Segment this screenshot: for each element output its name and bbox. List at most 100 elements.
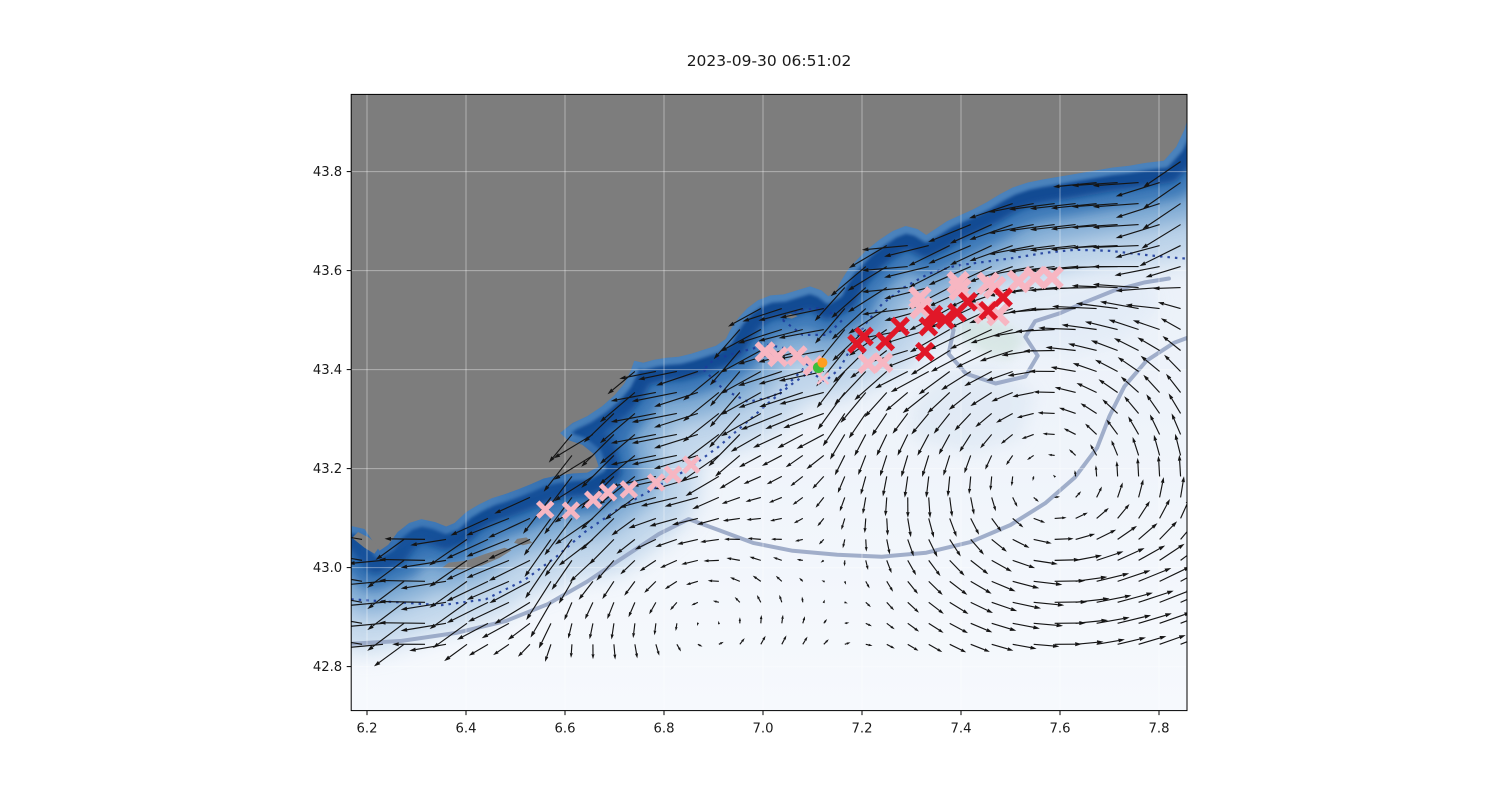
current-arrow-head xyxy=(1001,352,1009,357)
current-arrow xyxy=(378,643,405,664)
current-arrow-head xyxy=(746,517,752,521)
current-arrow-head xyxy=(620,569,626,575)
current-arrow-head xyxy=(1068,343,1075,348)
current-arrow-head xyxy=(1136,457,1140,464)
current-arrow xyxy=(746,412,783,428)
current-arrow-head xyxy=(758,317,766,321)
current-arrow-head xyxy=(964,381,971,387)
current-arrow-head xyxy=(968,488,972,495)
y-tick-label: 43.0 xyxy=(313,561,342,576)
marker-release-point-orange xyxy=(817,357,828,368)
current-arrow xyxy=(1078,285,1118,289)
current-arrow xyxy=(718,643,721,645)
current-arrow-head xyxy=(985,588,992,594)
current-arrow-head xyxy=(631,419,639,423)
current-arrow-head xyxy=(1092,204,1100,209)
current-arrow xyxy=(1100,362,1118,372)
current-arrow xyxy=(771,412,804,428)
current-arrow-head xyxy=(795,539,800,542)
current-arrow-head xyxy=(975,529,980,535)
current-arrow xyxy=(617,454,656,464)
current-arrow xyxy=(655,644,659,652)
current-arrow xyxy=(881,455,888,471)
current-arrow xyxy=(434,538,468,563)
current-arrow xyxy=(1021,412,1034,418)
current-arrow-head xyxy=(554,517,561,523)
current-arrow-head xyxy=(1115,234,1123,239)
current-arrow xyxy=(819,329,846,361)
current-arrow xyxy=(1096,639,1119,645)
current-arrow-head xyxy=(908,531,912,538)
contour-slate xyxy=(931,276,1171,386)
current-arrow-head xyxy=(1145,273,1153,278)
current-arrow-head xyxy=(997,526,1002,532)
current-arrow xyxy=(581,581,594,596)
current-arrow-head xyxy=(1100,575,1108,580)
current-arrow-head xyxy=(938,609,944,614)
current-arrow xyxy=(548,539,573,572)
current-arrow xyxy=(789,412,824,427)
current-arrow-head xyxy=(1166,373,1172,380)
current-arrow-head xyxy=(1145,501,1150,507)
current-arrow xyxy=(1063,408,1076,415)
current-arrow-head xyxy=(1032,477,1035,481)
current-arrow-head xyxy=(1082,512,1088,516)
current-arrow-head xyxy=(692,504,699,510)
current-arrow xyxy=(1000,412,1013,421)
current-arrow xyxy=(1138,526,1154,540)
current-arrow xyxy=(753,557,761,561)
current-arrow-head xyxy=(619,375,626,380)
current-arrow xyxy=(1124,380,1139,393)
current-arrow-head xyxy=(1033,390,1040,394)
current-arrow-head xyxy=(884,510,888,517)
current-arrow-head xyxy=(928,512,932,518)
current-arrow xyxy=(1147,182,1181,206)
current-arrow-head xyxy=(975,422,981,428)
current-arrow-head xyxy=(1062,516,1067,520)
current-arrow xyxy=(1075,534,1090,540)
current-arrow-head xyxy=(1092,225,1100,230)
current-arrow xyxy=(928,601,940,612)
current-arrow-head xyxy=(922,470,926,477)
current-arrow-head xyxy=(914,627,920,632)
current-arrow xyxy=(1096,552,1118,561)
current-arrow-head xyxy=(599,416,607,423)
current-arrow xyxy=(1117,616,1145,624)
current-arrow xyxy=(797,517,804,522)
current-arrow xyxy=(560,517,594,542)
current-arrow-head xyxy=(884,317,892,321)
current-arrow-head xyxy=(613,654,617,660)
current-arrow-head xyxy=(610,440,618,444)
current-arrow-head xyxy=(1042,432,1048,436)
current-arrow xyxy=(743,328,782,342)
current-arrow-head xyxy=(1168,393,1174,400)
current-arrow-head xyxy=(1009,227,1016,232)
current-arrow-head xyxy=(806,464,813,470)
current-arrow-head xyxy=(928,237,935,242)
current-arrow-head xyxy=(700,539,706,543)
current-arrow xyxy=(1149,398,1161,414)
current-arrow-head xyxy=(677,541,684,545)
current-arrow xyxy=(852,266,888,288)
current-arrow xyxy=(1180,577,1187,582)
current-arrow-head xyxy=(591,654,595,660)
current-arrow-head xyxy=(569,576,576,582)
current-arrow xyxy=(1056,367,1076,373)
current-arrow xyxy=(915,350,951,372)
current-arrow xyxy=(863,497,867,510)
current-arrow-head xyxy=(892,427,898,434)
current-arrow-head xyxy=(524,570,530,577)
current-arrow xyxy=(1112,444,1119,456)
current-arrow xyxy=(472,517,510,534)
current-arrow xyxy=(794,475,804,484)
current-arrow xyxy=(1075,598,1104,603)
current-arrow xyxy=(934,245,971,262)
y-tick-label: 43.4 xyxy=(313,363,342,378)
current-arrow-head xyxy=(848,431,855,439)
current-arrow-head xyxy=(1149,414,1155,421)
current-arrow-head xyxy=(1080,600,1088,604)
current-arrow-head xyxy=(832,355,839,361)
current-arrow-head xyxy=(743,480,750,484)
current-arrow-head xyxy=(1128,416,1133,423)
